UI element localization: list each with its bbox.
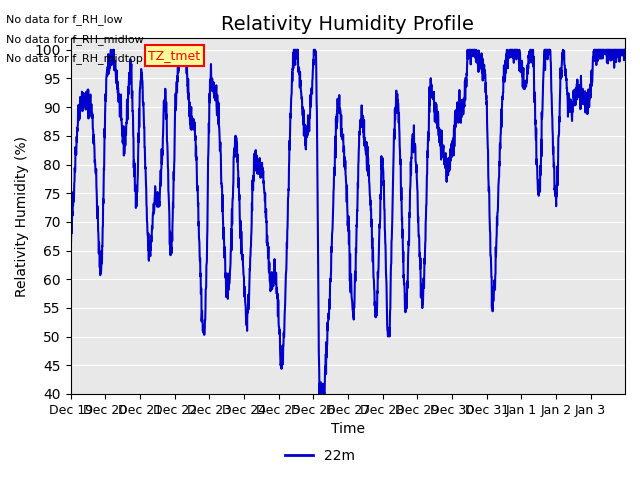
- Y-axis label: Relativity Humidity (%): Relativity Humidity (%): [15, 136, 29, 297]
- Title: Relativity Humidity Profile: Relativity Humidity Profile: [221, 15, 474, 34]
- Text: No data for f_RH_low: No data for f_RH_low: [6, 14, 123, 25]
- Text: TZ_tmet: TZ_tmet: [148, 49, 200, 62]
- Text: No data for f_RH_midtop: No data for f_RH_midtop: [6, 53, 143, 64]
- Text: No data for f_RH_midlow: No data for f_RH_midlow: [6, 34, 144, 45]
- Legend: 22m: 22m: [280, 443, 360, 468]
- X-axis label: Time: Time: [331, 422, 365, 436]
